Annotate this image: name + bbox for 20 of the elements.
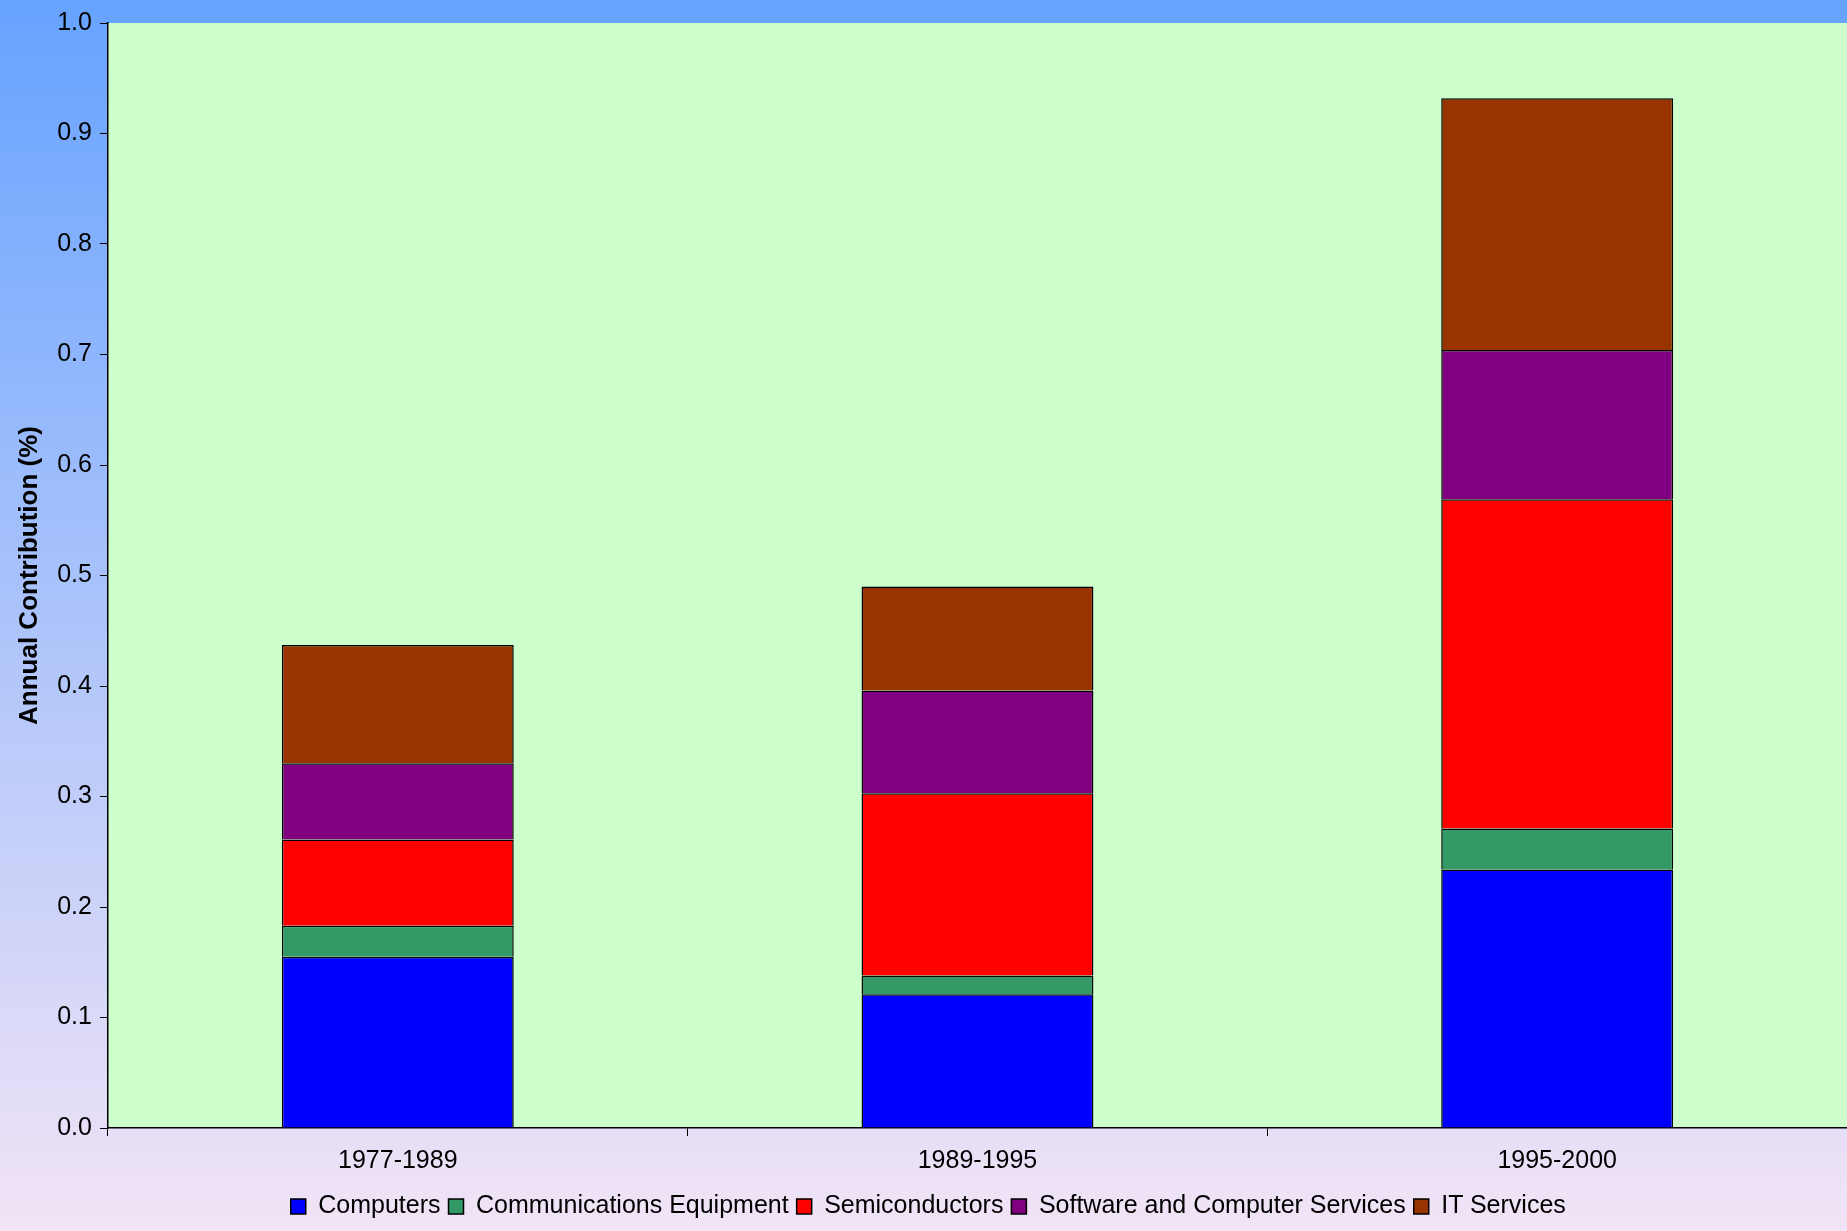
- x-tick-label: 1995-2000: [1497, 1144, 1617, 1173]
- y-tick-label: 1.0: [57, 6, 92, 35]
- legend-label: IT Services: [1441, 1190, 1566, 1219]
- y-axis-title: Annual Contribution (%): [12, 426, 43, 725]
- legend-label: Software and Computer Services: [1038, 1190, 1406, 1219]
- y-tick-label: 0.2: [57, 890, 92, 919]
- legend-label: Communications Equipment: [476, 1190, 789, 1219]
- y-tick-label: 0.3: [57, 780, 92, 809]
- y-tick-label: 0.1: [57, 1001, 92, 1030]
- legend-label: Semiconductors: [824, 1190, 1004, 1219]
- y-tick-label: 0.4: [57, 669, 93, 698]
- y-tick-label: 0.0: [57, 1111, 92, 1140]
- legend-label: Computers: [318, 1190, 441, 1219]
- x-tick-label: 1989-1995: [917, 1144, 1038, 1173]
- y-tick-label: 0.8: [57, 227, 92, 256]
- y-tick-label: 0.5: [57, 559, 92, 588]
- y-tick-label: 0.7: [57, 338, 92, 367]
- x-tick-label: 1977-1989: [338, 1144, 458, 1173]
- y-tick-label: 0.6: [57, 448, 92, 477]
- y-tick-label: 0.9: [57, 117, 92, 146]
